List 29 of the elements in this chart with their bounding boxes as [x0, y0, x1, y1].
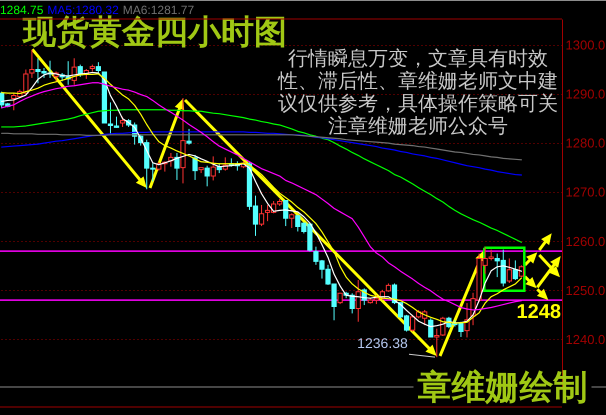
y-tick-label: 1280.0 [566, 136, 606, 151]
y-tick-label: 1300.0 [566, 38, 606, 53]
annotation: 性、滞后性、章维姗老师文中建 [277, 70, 558, 92]
candlestick [29, 49, 35, 78]
candlestick [283, 200, 288, 227]
annotation: 章维姗绘制 [418, 368, 588, 406]
y-tick-label: 1250.0 [566, 282, 606, 298]
y-tick-label: 1260.0 [566, 234, 606, 249]
candlestick [210, 156, 216, 181]
y-tick-label: 1240.0 [566, 332, 606, 347]
candlestick [428, 318, 434, 338]
candlestick [204, 165, 210, 187]
candlestick [356, 280, 361, 322]
annotation: 注章维姗老师公众号 [328, 116, 508, 138]
candlestick [258, 204, 264, 227]
y-tick-label: 1270.0 [566, 184, 606, 200]
candlestick [506, 258, 512, 284]
text: MA6:1281.77 [122, 3, 194, 17]
candlestick [96, 62, 101, 74]
candlestick [512, 260, 518, 281]
candlestick [120, 116, 126, 128]
annotation: 1236.38 [357, 335, 408, 352]
candlestick [289, 212, 294, 229]
annotation: 行情瞬息万变，文章具有时效 [288, 48, 548, 70]
ref-line-label: 1248 [516, 301, 561, 324]
y-tick-label: 1290.0 [566, 86, 606, 102]
candlestick [186, 128, 192, 146]
annotation: 议仅供参考，具体操作策略可关 [278, 93, 558, 115]
text: 1284.75 [0, 3, 44, 17]
